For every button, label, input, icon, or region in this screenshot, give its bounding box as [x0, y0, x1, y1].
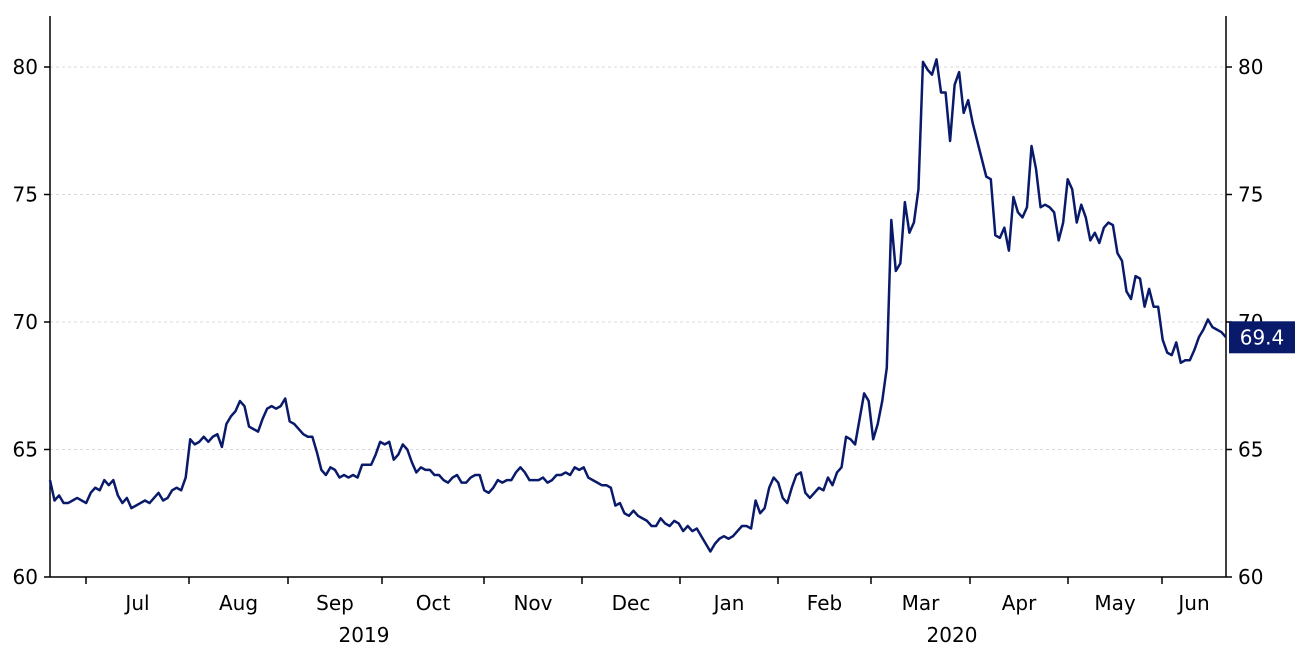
x-year-label: 2019 [339, 623, 390, 647]
axes [44, 16, 1232, 584]
x-month-label: Dec [612, 591, 651, 615]
x-month-label: Jun [1176, 591, 1209, 615]
x-month-label: Apr [1002, 591, 1037, 615]
x-month-label: May [1094, 591, 1136, 615]
x-month-label: Jul [123, 591, 149, 615]
last-value-label: 69.4 [1240, 325, 1285, 349]
series-line [48, 58, 1227, 553]
y-tick-label-right: 75 [1238, 183, 1263, 207]
y-tick-label-right: 80 [1238, 55, 1263, 79]
last-value-badge-bg [1229, 321, 1295, 354]
x-year-label: 2020 [927, 623, 978, 647]
y-tick-label-left: 80 [13, 55, 38, 79]
y-tick-label-left: 70 [13, 310, 38, 334]
axis-labels: 60606565707075758080JulAugSepOctNovDecJa… [13, 55, 1295, 647]
y-tick-label-right: 65 [1238, 438, 1263, 462]
x-month-label: Mar [902, 591, 941, 615]
y-tick-label-left: 75 [13, 183, 38, 207]
gridlines [50, 66, 1226, 450]
x-month-label: Feb [807, 591, 842, 615]
y-tick-label-left: 65 [13, 438, 38, 462]
y-tick-label-right: 60 [1238, 565, 1263, 589]
y-tick-label-left: 60 [13, 565, 38, 589]
x-month-label: Aug [219, 591, 258, 615]
x-month-label: Nov [513, 591, 552, 615]
x-month-label: Sep [316, 591, 354, 615]
x-month-label: Oct [416, 591, 451, 615]
x-month-label: Jan [712, 591, 745, 615]
series-layer [48, 58, 1227, 553]
last-value-badge: 69.4 [1229, 321, 1295, 354]
